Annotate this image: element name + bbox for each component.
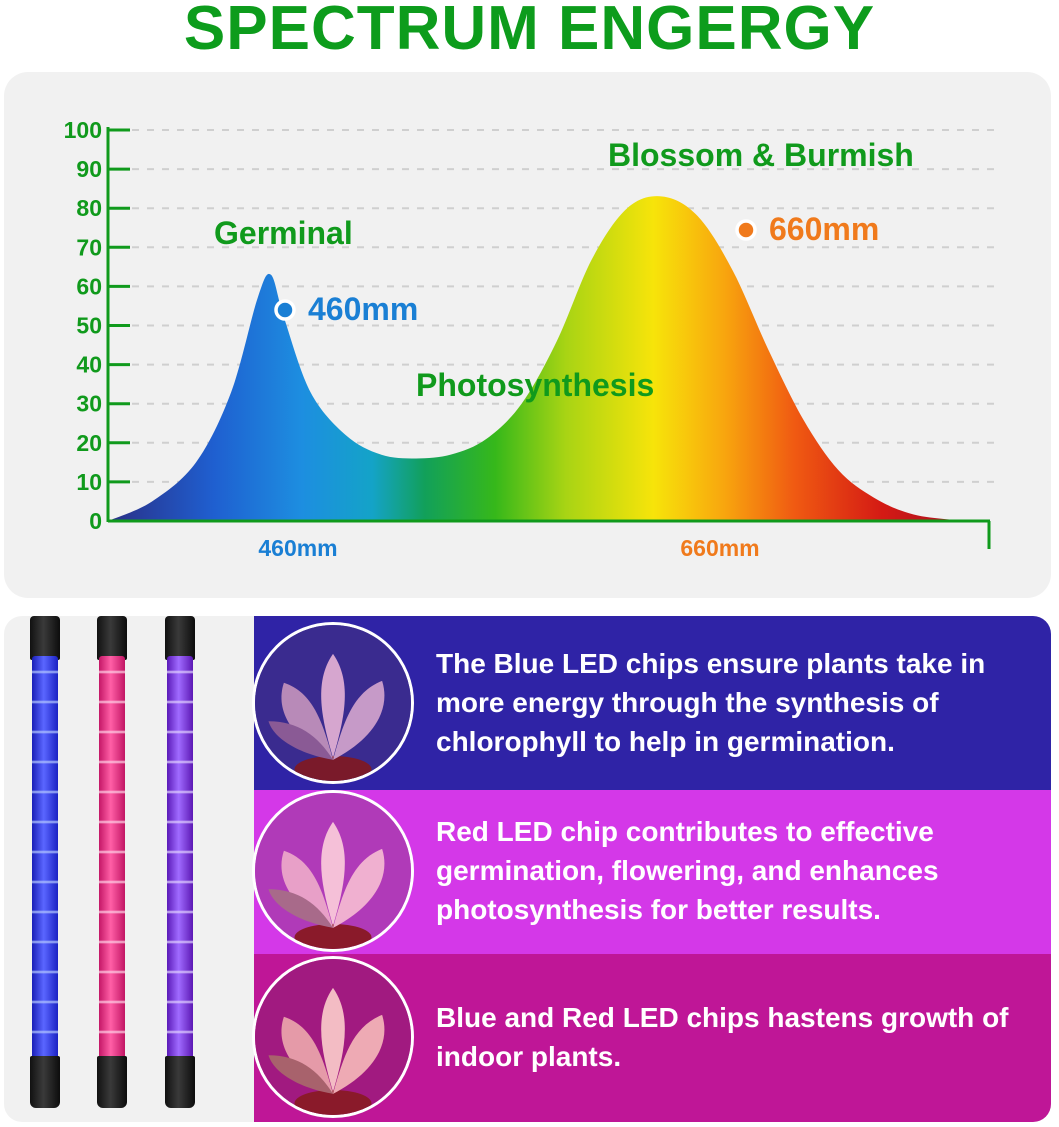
y-tick-label-0: 0 [89, 508, 102, 534]
annotation-4: 660mm [769, 211, 879, 247]
plant-photo-red [252, 790, 414, 952]
y-tick-label-50: 50 [76, 313, 102, 339]
annotation-0: Germinal [214, 215, 353, 251]
annotation-2: Photosynthesis [416, 367, 654, 403]
y-tick-label-80: 80 [76, 195, 102, 221]
page-title: SPECTRUM ENGERGY [183, 0, 876, 63]
x-label-1: 660mm [680, 535, 759, 561]
info-text-blue: The Blue LED chips ensure plants take in… [436, 648, 986, 757]
plant-photo-blue [252, 622, 414, 784]
spectrum-area [108, 196, 988, 521]
y-tick-label-100: 100 [64, 117, 102, 143]
y-tick-label-20: 20 [76, 430, 102, 456]
x-label-0: 460mm [258, 535, 337, 561]
info-text-red: Red LED chip contributes to effective ge… [436, 816, 939, 925]
info-text-mixed: Blue and Red LED chips hastens growth of… [436, 1002, 1009, 1072]
y-tick-label-10: 10 [76, 469, 102, 495]
info-band-mixed: Blue and Red LED chips hastens growth of… [252, 954, 1051, 1122]
marker-4 [735, 219, 757, 241]
spectrum-chart: 0 10 20 30 40 50 60 70 80 90 100 460mm 660mm Germina… [64, 117, 994, 561]
y-tick-label-90: 90 [76, 156, 102, 182]
y-tick-label-30: 30 [76, 391, 102, 417]
y-tick-label-40: 40 [76, 352, 102, 378]
plant-photo-mixed [252, 956, 414, 1118]
annotation-3: Blossom & Burmish [608, 137, 914, 173]
marker-1 [274, 299, 296, 321]
info-band-blue: The Blue LED chips ensure plants take in… [252, 616, 1051, 790]
spectrum-chart-card: 0 10 20 30 40 50 60 70 80 90 100 460mm 660mm Germina… [4, 72, 1051, 598]
info-band-red: Red LED chip contributes to effective ge… [252, 790, 1051, 954]
annotation-1: 460mm [308, 291, 418, 327]
y-tick-label-60: 60 [76, 273, 102, 299]
y-tick-label-70: 70 [76, 234, 102, 260]
led-info-panel: The Blue LED chips ensure plants take in… [4, 616, 1051, 1122]
